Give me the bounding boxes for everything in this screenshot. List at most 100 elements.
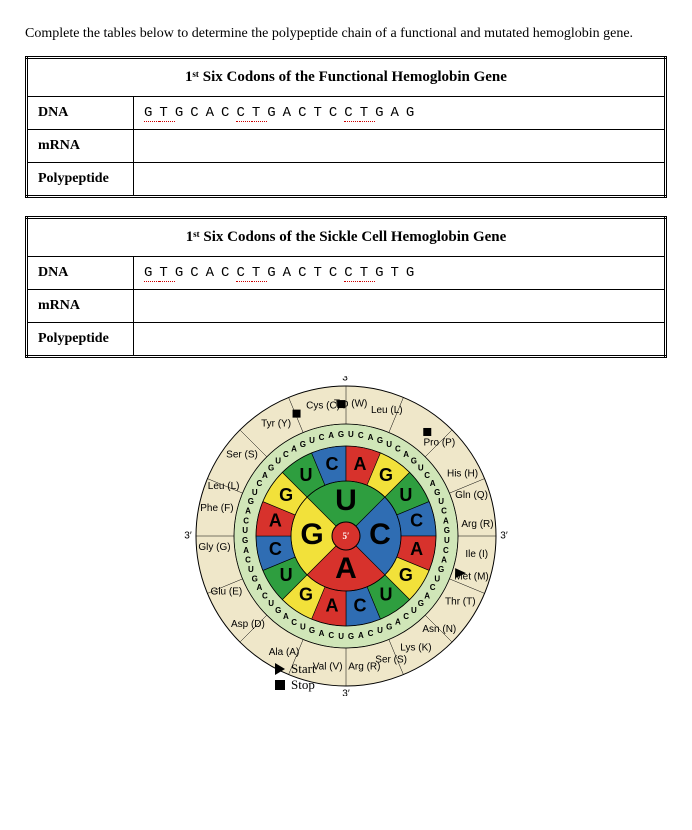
svg-text:G: G bbox=[434, 488, 440, 497]
svg-text:A: A bbox=[245, 506, 251, 515]
svg-text:G: G bbox=[279, 484, 293, 504]
svg-text:G: G bbox=[386, 622, 392, 631]
svg-text:G: G bbox=[300, 439, 306, 448]
stop-icon bbox=[275, 680, 285, 690]
svg-text:A: A bbox=[395, 617, 401, 626]
table2-title: 1ˢᵗ Six Codons of the Sickle Cell Hemogl… bbox=[27, 217, 666, 256]
table1-mrna-label: mRNA bbox=[27, 129, 134, 162]
svg-text:G: G bbox=[379, 464, 393, 484]
svg-text:G: G bbox=[444, 526, 450, 535]
svg-text:G: G bbox=[411, 456, 417, 465]
svg-text:G: G bbox=[399, 564, 413, 584]
svg-text:Glu (E): Glu (E) bbox=[211, 586, 243, 597]
svg-text:G: G bbox=[299, 584, 313, 604]
svg-text:C: C bbox=[430, 583, 436, 592]
svg-text:U: U bbox=[280, 564, 293, 584]
svg-text:G: G bbox=[348, 632, 354, 641]
svg-text:A: A bbox=[368, 433, 374, 442]
svg-text:G: G bbox=[268, 463, 274, 472]
table1-dna-seq: GTGCACCTGACTCCTGAG bbox=[134, 96, 666, 129]
svg-text:C: C bbox=[262, 591, 268, 600]
svg-text:C: C bbox=[368, 629, 374, 638]
codon-wheel: GUCAUCAGUCAGUCAGUCAGUCAGUCAGUCAGUCAGUCAG… bbox=[25, 376, 667, 733]
svg-text:3′: 3′ bbox=[184, 530, 192, 541]
svg-text:A: A bbox=[325, 595, 338, 615]
svg-text:Phe (F): Phe (F) bbox=[200, 503, 233, 514]
legend-start: Start bbox=[291, 661, 316, 677]
svg-text:3′: 3′ bbox=[342, 376, 350, 384]
table1-poly-cell[interactable] bbox=[134, 162, 666, 196]
svg-text:Tyr (Y): Tyr (Y) bbox=[261, 418, 291, 429]
table2-poly-cell[interactable] bbox=[134, 322, 666, 356]
svg-text:U: U bbox=[380, 584, 393, 604]
svg-text:U: U bbox=[418, 463, 424, 472]
svg-text:G: G bbox=[242, 536, 248, 545]
svg-text:A: A bbox=[430, 479, 436, 488]
svg-text:A: A bbox=[319, 629, 325, 638]
svg-text:C: C bbox=[291, 617, 297, 626]
svg-text:G: G bbox=[377, 436, 383, 445]
svg-text:G: G bbox=[338, 430, 344, 439]
svg-text:Gly (G): Gly (G) bbox=[198, 542, 230, 553]
svg-text:Ala (A): Ala (A) bbox=[269, 647, 300, 658]
svg-text:C: C bbox=[410, 510, 423, 530]
svg-text:A: A bbox=[269, 510, 282, 530]
svg-text:C: C bbox=[369, 518, 391, 551]
svg-text:C: C bbox=[395, 444, 401, 453]
svg-text:U: U bbox=[348, 430, 354, 439]
svg-text:U: U bbox=[444, 536, 450, 545]
legend: Start Stop bbox=[275, 661, 395, 693]
legend-stop: Stop bbox=[291, 677, 315, 693]
table1-poly-label: Polypeptide bbox=[27, 162, 134, 196]
svg-text:Lys (K): Lys (K) bbox=[400, 642, 431, 653]
svg-text:C: C bbox=[443, 546, 449, 555]
svg-text:U: U bbox=[335, 484, 357, 517]
svg-text:G: G bbox=[275, 606, 281, 615]
svg-text:A: A bbox=[410, 538, 423, 558]
svg-text:A: A bbox=[354, 454, 367, 474]
functional-table: 1ˢᵗ Six Codons of the Functional Hemoglo… bbox=[25, 56, 667, 198]
intro-text: Complete the tables below to determine t… bbox=[25, 24, 667, 44]
table1-mrna-cell[interactable] bbox=[134, 129, 666, 162]
svg-text:A: A bbox=[291, 444, 297, 453]
svg-text:His (H): His (H) bbox=[447, 468, 478, 479]
svg-text:U: U bbox=[275, 456, 281, 465]
svg-text:A: A bbox=[283, 612, 289, 621]
svg-text:U: U bbox=[386, 439, 392, 448]
svg-text:U: U bbox=[309, 436, 315, 445]
svg-text:Thr (T): Thr (T) bbox=[445, 596, 476, 607]
start-icon bbox=[275, 663, 285, 675]
svg-text:U: U bbox=[252, 488, 258, 497]
svg-text:5′: 5′ bbox=[342, 531, 349, 541]
svg-text:C: C bbox=[325, 454, 338, 474]
svg-text:C: C bbox=[319, 433, 325, 442]
svg-text:A: A bbox=[335, 552, 357, 585]
svg-text:C: C bbox=[328, 631, 334, 640]
svg-text:G: G bbox=[300, 518, 323, 551]
svg-text:U: U bbox=[299, 464, 312, 484]
svg-text:U: U bbox=[242, 526, 248, 535]
svg-text:C: C bbox=[269, 538, 282, 558]
svg-text:U: U bbox=[438, 497, 444, 506]
svg-text:C: C bbox=[256, 479, 262, 488]
svg-text:C: C bbox=[358, 431, 364, 440]
svg-text:G: G bbox=[309, 626, 315, 635]
table2-poly-label: Polypeptide bbox=[27, 322, 134, 356]
svg-text:Asp (D): Asp (D) bbox=[231, 619, 265, 630]
svg-text:A: A bbox=[424, 591, 430, 600]
svg-text:Ile (I): Ile (I) bbox=[465, 549, 488, 560]
svg-text:U: U bbox=[248, 565, 254, 574]
svg-text:U: U bbox=[300, 622, 306, 631]
svg-text:C: C bbox=[283, 450, 289, 459]
svg-text:G: G bbox=[252, 574, 258, 583]
table2-dna-label: DNA bbox=[27, 256, 134, 289]
svg-text:G: G bbox=[418, 599, 424, 608]
svg-text:U: U bbox=[434, 574, 440, 583]
svg-text:Arg (R): Arg (R) bbox=[461, 519, 493, 530]
svg-text:U: U bbox=[268, 599, 274, 608]
svg-text:C: C bbox=[403, 612, 409, 621]
svg-text:A: A bbox=[403, 450, 409, 459]
svg-text:A: A bbox=[328, 431, 334, 440]
svg-text:A: A bbox=[358, 631, 364, 640]
table2-mrna-cell[interactable] bbox=[134, 289, 666, 322]
